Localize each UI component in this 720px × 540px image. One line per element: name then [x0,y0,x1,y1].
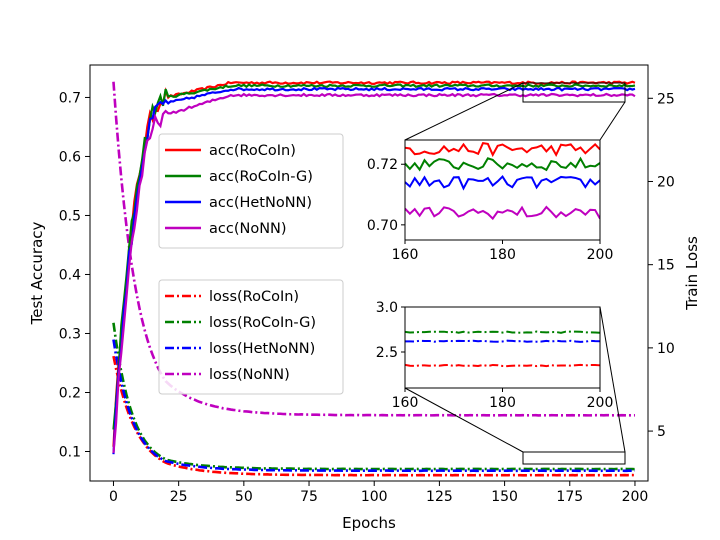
loss-inset-background [405,307,600,388]
accuracy-line-3 [112,92,636,454]
axes-layer: 0 25 50 75 100 125 150 175 200 0.1 0.2 0.3 0.4 0.5 0.6… [59,90,675,505]
plot-frame [89,64,649,482]
y-left-tick-label: 0.1 [59,444,81,460]
y-right-tick-label: 10 [657,341,675,357]
accuracy-inset-x-tick-label: 180 [489,247,516,263]
accuracy-inset-y-tick-label: 0.70 [367,218,398,234]
y-left-tick-label: 0.6 [59,149,81,165]
series-layer [112,80,636,477]
accuracy-inset-y-tick-label: 0.72 [367,157,398,173]
y-left-tick-label: 0.2 [59,385,81,401]
y-axis-right-title: Train Loss [683,236,701,311]
accuracy-inset-line-0 [405,141,600,158]
y-left-tick-label: 0.4 [59,267,81,283]
loss-legend-label: loss(NoNN) [209,367,290,383]
y-axis-left-title: Test Accuracy [28,221,46,325]
x-tick-label: 125 [426,489,453,505]
x-axis-title: Epochs [342,514,396,532]
loss-inset-y-tick-label: 3.0 [376,300,398,316]
y-right-tick-label: 15 [657,258,675,274]
x-tick-label: 25 [170,489,188,505]
accuracy-zoom-connector-0 [404,82,524,141]
x-tick-label: 150 [491,489,518,505]
loss-legend-label: loss(HetNoNN) [209,341,315,357]
accuracy-inset-x-tick-label: 160 [392,247,419,263]
accuracy-inset-line-2 [405,174,600,191]
x-tick-label: 50 [235,489,253,505]
accuracy-zoom-connector-1 [599,101,626,141]
loss-legend: loss(RoCoIn) loss(RoCoIn-G) loss(HetNoNN) l… [158,279,344,395]
accuracy-legend: acc(RoCoIn) acc(RoCoIn-G) acc(HetNoNN) acc(… [158,133,344,249]
y-right-tick-label: 20 [657,174,675,190]
accuracy-inset-line-3 [405,205,600,221]
accuracy-line-1 [112,83,636,430]
loss-line-1 [112,322,635,471]
accuracy-legend-label: acc(HetNoNN) [209,195,312,211]
accuracy-inset-background [405,140,600,240]
y-left-tick-label: 0.7 [59,90,81,106]
loss-inset: 160 180 200 2.5 3.0 [376,300,614,411]
accuracy-zoom-box [522,82,626,103]
loss-zoom-box [522,451,626,465]
loss-legend-box [158,279,344,395]
zoom-layer [404,82,626,465]
accuracy-legend-box [158,133,344,249]
accuracy-inset-x-tick-label: 200 [587,247,614,263]
x-tick-label: 200 [622,489,649,505]
loss-inset-x-tick-label: 180 [489,395,516,411]
x-tick-label: 100 [361,489,388,505]
loss-line-3 [112,81,635,417]
loss-legend-label: loss(RoCoIn-G) [209,315,316,331]
accuracy-inset: 160 180 200 0.70 0.72 [367,139,614,263]
legend-layer: acc(RoCoIn) acc(RoCoIn-G) acc(HetNoNN) acc(… [158,133,344,395]
accuracy-inset-line-1 [405,156,600,172]
loss-inset-line-1 [405,330,600,334]
inset-layer: 160 180 200 0.70 0.72 160 180 200 2.5 3.0 [367,139,614,411]
x-tick-label: 175 [556,489,583,505]
y-right-tick-label: 25 [657,91,675,107]
loss-inset-x-tick-label: 160 [392,395,419,411]
accuracy-legend-label: acc(RoCoIn) [209,143,296,159]
loss-inset-x-tick-label: 200 [587,395,614,411]
accuracy-line-2 [112,86,636,455]
x-tick-label: 0 [109,489,118,505]
loss-inset-line-2 [405,339,600,343]
accuracy-legend-label: acc(RoCoIn-G) [209,169,313,185]
loss-zoom-connector-0 [404,387,524,453]
loss-legend-label: loss(RoCoIn) [209,289,299,305]
loss-inset-line-0 [405,363,600,368]
loss-line-0 [112,355,635,477]
loss-inset-y-tick-label: 2.5 [376,345,398,361]
loss-line-2 [112,339,635,473]
y-right-tick-label: 5 [657,424,666,440]
y-left-tick-label: 0.3 [59,326,81,342]
accuracy-legend-label: acc(NoNN) [209,221,287,237]
loss-zoom-connector-1 [599,306,626,453]
x-tick-label: 75 [300,489,318,505]
y-left-tick-label: 0.5 [59,208,81,224]
